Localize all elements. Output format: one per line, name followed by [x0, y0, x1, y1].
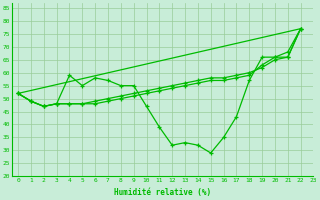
- X-axis label: Humidité relative (%): Humidité relative (%): [114, 188, 211, 197]
